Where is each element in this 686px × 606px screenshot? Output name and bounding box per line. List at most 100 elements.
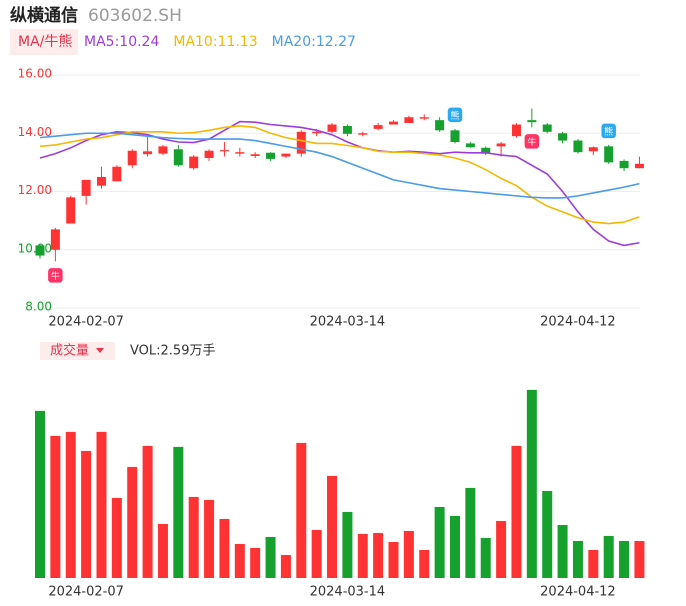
candle-body (296, 131, 306, 154)
candle-body (419, 117, 429, 119)
candle-body (66, 197, 76, 224)
volume-bar (403, 530, 414, 578)
volume-bar (219, 518, 230, 578)
x-tick-label: 2024-04-12 (540, 585, 616, 600)
signal-icon (523, 132, 541, 151)
indicator-badge[interactable] (10, 29, 78, 55)
candle-body (358, 133, 368, 135)
moving-average (39, 125, 640, 225)
volume-bar (50, 435, 61, 578)
volume-bar (588, 549, 599, 578)
y-tick-label: 12.00 (18, 183, 52, 197)
volume-bar (542, 490, 553, 578)
volume-bar (265, 536, 276, 578)
volume-bar (204, 499, 215, 578)
signal-text: 熊 (604, 125, 613, 137)
candle-body (50, 229, 60, 250)
volume-bar (526, 389, 537, 578)
volume-bar (296, 442, 307, 578)
volume-bar (603, 535, 614, 578)
volume-bar (342, 511, 353, 578)
candle-body (558, 133, 568, 141)
candle-body (143, 151, 153, 155)
dropdown-arrow[interactable] (96, 348, 104, 353)
candle-body (481, 147, 491, 154)
y-tick-label: 10.00 (18, 241, 52, 255)
candle-body (235, 152, 245, 154)
volume-bar (234, 543, 245, 578)
stock-code: 603602.SH (88, 6, 182, 26)
volume-badge[interactable] (40, 342, 115, 360)
volume-bar (157, 523, 168, 578)
candle-body (373, 125, 383, 129)
candle-body (496, 143, 506, 147)
candle-body (450, 130, 460, 142)
stock-name: 纵横通信 (10, 5, 78, 26)
volume-bar (188, 496, 199, 578)
candle-body (465, 143, 475, 148)
candle-body (542, 124, 552, 132)
x-tick-label: 2024-04-12 (540, 315, 616, 330)
candle-body (389, 121, 399, 125)
y-tick-label: 8.00 (25, 300, 52, 314)
candle-body (158, 146, 168, 154)
volume-bar (173, 446, 184, 578)
signal-icon (599, 122, 618, 140)
volume-bar (142, 445, 153, 578)
volume-bar (127, 466, 138, 578)
volume-bar (96, 431, 107, 578)
x-tick-label: 2024-02-07 (48, 315, 124, 330)
indicator-label[interactable]: MA/牛熊 (18, 34, 72, 50)
candle-body (588, 147, 598, 152)
candle-body (634, 163, 644, 169)
candle-body (404, 117, 414, 124)
candle-body (312, 131, 322, 134)
volume-bar (496, 520, 507, 578)
signal-text: 牛 (527, 136, 536, 148)
candle-body (204, 150, 214, 159)
candle-body (327, 124, 337, 132)
legend-entry: MA5:10.24 (84, 34, 159, 50)
volume-bar (81, 450, 92, 578)
candle-body (219, 150, 229, 152)
volume-bar (327, 475, 338, 578)
candle-body (81, 179, 91, 196)
volume-bar (357, 533, 368, 578)
candle-body (281, 153, 291, 157)
moving-average (39, 120, 640, 247)
candle-body (96, 176, 106, 186)
signal-text: 牛 (51, 270, 60, 282)
volume-bar (65, 431, 76, 578)
legend-entry: MA10:11.13 (173, 34, 257, 50)
volume-bar (111, 497, 122, 578)
volume-bar (619, 540, 630, 578)
candle-body (435, 120, 445, 131)
volume-bar (480, 537, 491, 578)
candle-body (619, 160, 629, 169)
moving-average (39, 132, 640, 199)
volume-bar (280, 554, 291, 578)
signal-icon (46, 266, 65, 285)
volume-bar (572, 540, 583, 578)
volume-bar (419, 549, 430, 578)
x-tick-label: 2024-03-14 (310, 585, 386, 600)
volume-bar (388, 541, 399, 578)
signal-text: 熊 (450, 109, 459, 121)
volume-bar (465, 487, 476, 578)
signal-icon (446, 106, 464, 124)
y-tick-label: 14.00 (18, 125, 52, 139)
candle-body (173, 149, 183, 166)
volume-bar (634, 540, 645, 578)
candle-body (604, 146, 614, 163)
volume-bar (35, 410, 45, 578)
candle-body (112, 166, 122, 182)
candle-body (189, 156, 199, 169)
candle-body (35, 245, 45, 256)
candle-body (250, 154, 260, 156)
volume-bar (373, 532, 384, 578)
candle-body (527, 120, 537, 123)
candle-body (511, 124, 521, 137)
volume-title[interactable]: 成交量 (50, 343, 89, 359)
candle-body (573, 140, 583, 153)
candle-body (342, 125, 352, 134)
